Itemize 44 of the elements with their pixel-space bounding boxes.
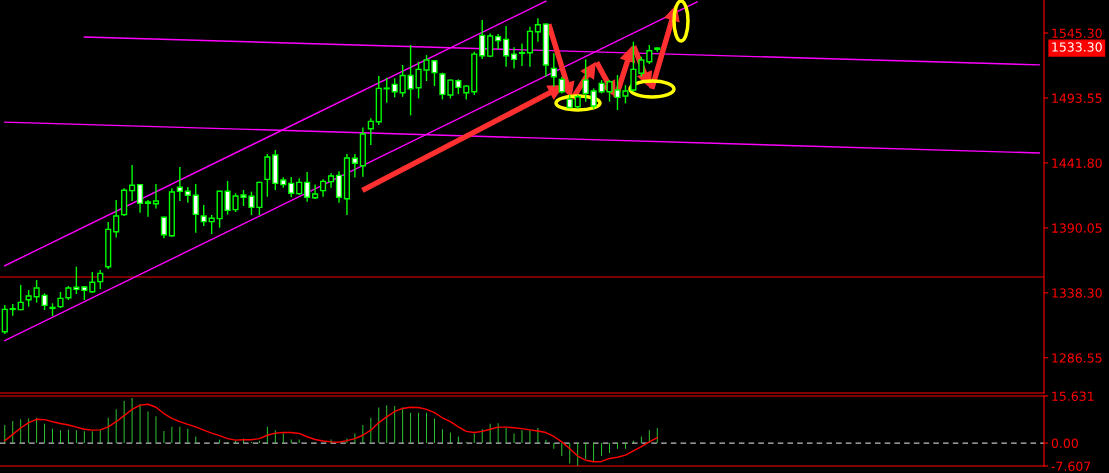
- candlestick: [503, 25, 510, 68]
- y-tick-label: 1441.80: [1052, 158, 1102, 168]
- candlestick: [152, 183, 160, 210]
- candlestick: [479, 19, 486, 60]
- candlestick: [312, 183, 319, 200]
- candlestick: [113, 199, 120, 239]
- candlestick: [582, 58, 589, 103]
- y-tick-label: 15.631: [1052, 391, 1094, 401]
- candlestick: [351, 153, 358, 179]
- candlestick: [97, 269, 104, 290]
- candlestick: [264, 153, 271, 198]
- candlestick: [288, 176, 295, 199]
- text: 1533.30: [1052, 42, 1102, 52]
- candlestick: [89, 271, 96, 294]
- candlestick: [383, 77, 390, 104]
- candlestick: [129, 164, 136, 202]
- y-tick-label: 1286.55: [1052, 353, 1102, 363]
- candlestick: [17, 284, 24, 311]
- y-tick-label: 1545.30: [1052, 28, 1102, 38]
- candlestick: [1, 304, 8, 335]
- candlestick: [399, 64, 406, 98]
- candlestick: [176, 166, 183, 202]
- y-tick-label: 0.00: [1051, 438, 1078, 449]
- candlestick: [200, 204, 207, 227]
- y-tick-label: -7.607: [1051, 461, 1091, 471]
- candlestick: [335, 170, 343, 204]
- candlestick: [144, 199, 152, 218]
- candlestick: [510, 46, 518, 70]
- candlestick: [367, 117, 374, 146]
- candlestick: [391, 77, 398, 99]
- y-tick-label: 1338.30: [1052, 288, 1102, 298]
- candlestick: [638, 56, 645, 78]
- y-tick-label: 1390.05: [1052, 223, 1102, 233]
- candlestick: [495, 33, 502, 51]
- candlestick: [646, 44, 653, 65]
- candlestick: [526, 26, 534, 68]
- candlestick: [518, 42, 526, 67]
- line-series: [4, 403, 658, 463]
- candlestick: [550, 52, 557, 88]
- candlestick: [192, 183, 199, 234]
- candlestick: [304, 171, 311, 203]
- candlestick: [136, 183, 144, 214]
- y-tick-label: 1493.55: [1052, 93, 1102, 103]
- candlestick: [534, 17, 541, 43]
